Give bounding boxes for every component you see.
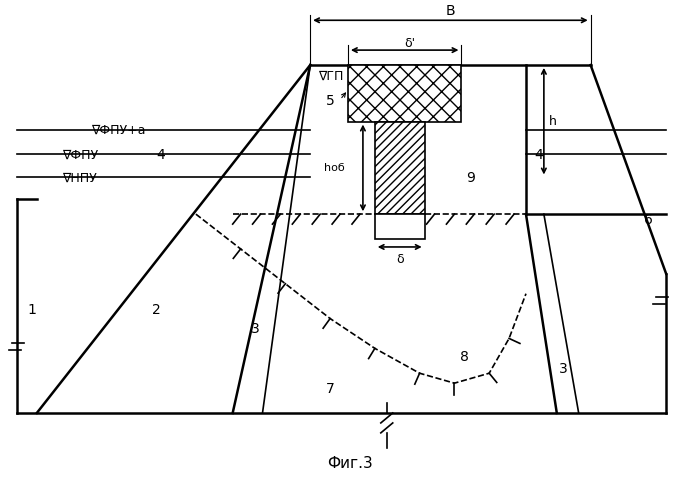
Text: 4: 4 xyxy=(157,148,166,162)
Text: ∇ФПУ+а: ∇ФПУ+а xyxy=(92,124,146,137)
Text: Киз: Киз xyxy=(360,89,378,99)
Bar xyxy=(348,66,461,122)
Text: 7: 7 xyxy=(326,381,335,396)
Text: 8: 8 xyxy=(460,349,469,363)
Text: 6: 6 xyxy=(644,213,653,227)
Text: 10: 10 xyxy=(436,87,454,101)
Text: Фиг.3: Фиг.3 xyxy=(327,455,373,470)
Text: 2: 2 xyxy=(152,302,161,316)
Text: 5: 5 xyxy=(326,94,335,108)
Text: ∇НПУ: ∇НПУ xyxy=(62,171,96,184)
Text: δ': δ' xyxy=(404,36,415,49)
Text: 1: 1 xyxy=(27,302,36,316)
Bar xyxy=(375,215,424,240)
Text: δ: δ xyxy=(396,253,403,266)
Text: h: h xyxy=(549,115,556,128)
Text: hоб: hоб xyxy=(324,163,345,173)
Text: В: В xyxy=(445,4,455,18)
Bar xyxy=(375,122,424,215)
Text: ∇ФПУ: ∇ФПУ xyxy=(62,149,98,162)
Text: 3: 3 xyxy=(559,361,568,375)
Text: 9: 9 xyxy=(466,171,475,185)
Text: ∇ГП: ∇ГП xyxy=(317,69,343,82)
Text: 4: 4 xyxy=(535,148,543,162)
Text: 3: 3 xyxy=(251,322,260,336)
